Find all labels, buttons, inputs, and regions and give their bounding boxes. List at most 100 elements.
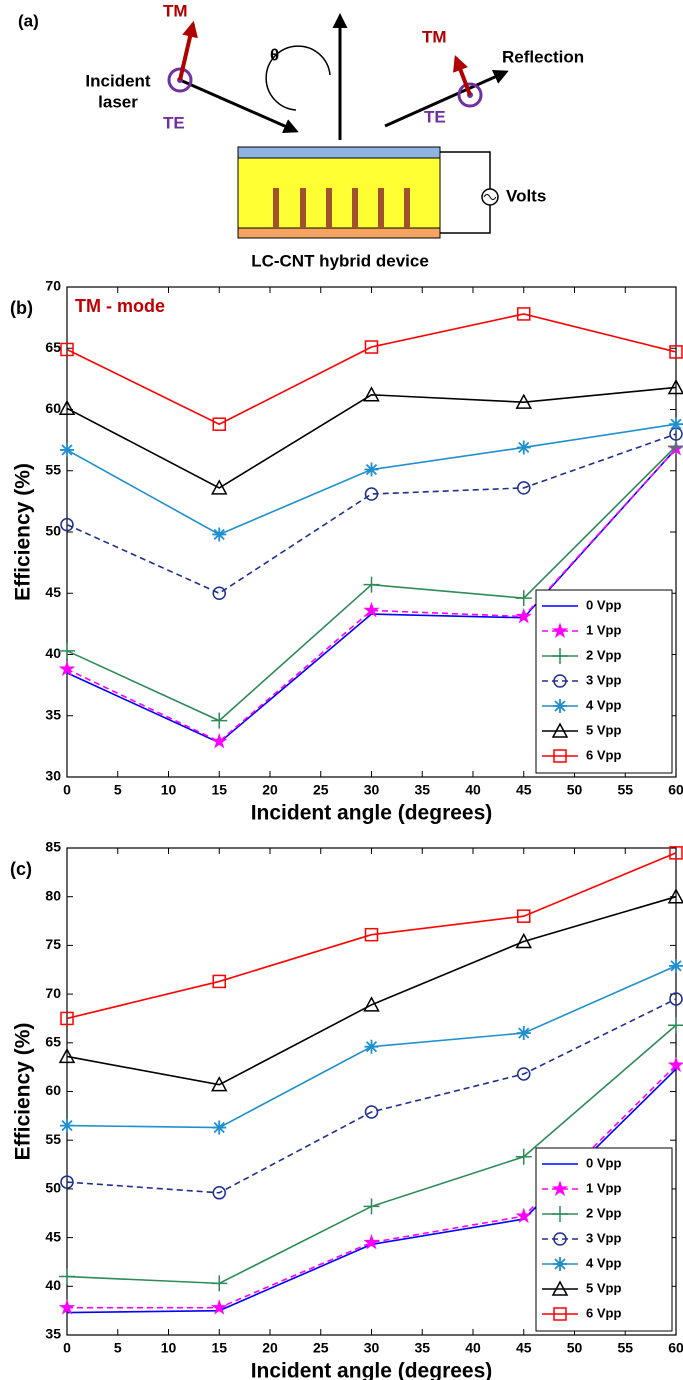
incident-label: Incident [85, 71, 151, 90]
te-label: TE [424, 107, 446, 126]
device-label: LC-CNT hybrid device [251, 251, 429, 270]
ac-symbol [483, 194, 497, 200]
legend-marker [552, 648, 568, 664]
te-circle [457, 82, 483, 108]
marker [212, 1186, 226, 1200]
legend-label: 3 Vpp [586, 672, 621, 687]
legend-label: 4 Vpp [586, 1255, 621, 1270]
electrode [237, 146, 441, 159]
marker [517, 307, 531, 321]
y-tick-label: 80 [45, 887, 61, 903]
x-axis-label: Incident angle (degrees) [251, 1360, 493, 1380]
legend-label: 1 Vpp [586, 1180, 621, 1195]
marker [60, 1011, 74, 1026]
marker [58, 399, 76, 416]
marker [364, 340, 379, 354]
marker [363, 386, 380, 402]
y-tick-label: 50 [45, 1180, 61, 1196]
marker [669, 958, 683, 973]
marker [364, 1039, 379, 1054]
marker [212, 586, 226, 600]
legend-marker [553, 749, 567, 763]
marker [515, 393, 533, 409]
marker [60, 342, 74, 357]
x-tick-label: 40 [465, 782, 481, 798]
marker [364, 462, 379, 477]
x-tick-label: 60 [668, 782, 683, 798]
x-tick-label: 45 [516, 1340, 532, 1356]
y-tick-label: 35 [45, 706, 61, 722]
series-line [66, 433, 677, 595]
marker [60, 517, 74, 532]
marker [515, 932, 533, 949]
marker [211, 1299, 228, 1315]
panel-label: (a) [18, 11, 39, 30]
wire [440, 151, 491, 234]
marker [364, 487, 379, 501]
legend-label: 5 Vpp [586, 1280, 621, 1295]
legend-label: 6 Vpp [586, 1305, 621, 1320]
x-tick-label: 5 [114, 1340, 122, 1356]
diagram: (a) Volts LC-CNT hybrid device θ TM Inci… [18, 1, 584, 270]
x-tick-label: 30 [364, 782, 380, 798]
y-tick-label: 75 [45, 936, 61, 952]
x-tick-label: 55 [617, 782, 633, 798]
annotation: TM - mode [75, 296, 165, 316]
legend-marker [553, 1232, 567, 1246]
plot-frame [66, 847, 677, 1336]
x-tick-label: 10 [161, 782, 177, 798]
marker [212, 527, 227, 542]
marker [515, 607, 532, 624]
y-tick-label: 45 [45, 584, 61, 600]
y-tick-label: 65 [45, 1034, 61, 1050]
marker [515, 1207, 532, 1224]
x-tick-label: 35 [414, 1340, 430, 1356]
x-tick-label: 0 [63, 782, 71, 798]
marker [60, 1118, 74, 1133]
marker [669, 417, 683, 432]
legend-label: 0 Vpp [586, 1155, 621, 1170]
y-tick-label: 45 [45, 1228, 61, 1244]
series-line [66, 852, 677, 1020]
y-tick-label: 55 [45, 1131, 61, 1147]
y-tick-label: 55 [45, 461, 61, 477]
x-tick-label: 40 [465, 1340, 481, 1356]
marker [58, 1299, 76, 1315]
legend-label: 5 Vpp [586, 722, 621, 737]
marker [669, 846, 683, 860]
x-tick-label: 30 [364, 1340, 380, 1356]
legend [535, 1147, 673, 1332]
x-tick-label: 50 [567, 1340, 583, 1356]
x-tick-label: 25 [313, 1340, 329, 1356]
panel-label: (b) [10, 298, 33, 318]
legend-marker [551, 1180, 569, 1196]
marker [669, 345, 683, 359]
legend-marker [553, 1257, 567, 1271]
marker [515, 1148, 532, 1165]
marker [364, 1105, 379, 1119]
y-tick-label: 60 [45, 400, 61, 416]
legend-label: 1 Vpp [586, 622, 621, 637]
reflected-arrow [384, 70, 509, 128]
marker [667, 888, 683, 904]
series-line [66, 895, 677, 1086]
x-tick-label: 35 [414, 782, 430, 798]
marker [211, 732, 228, 749]
legend-marker [553, 699, 567, 713]
panel-label: (c) [10, 859, 32, 879]
legend-marker [551, 622, 569, 638]
y-tick-label: 40 [45, 645, 61, 661]
cnt-rods [273, 188, 410, 228]
reflection-label: Reflection [502, 47, 584, 66]
y-tick-label: 60 [45, 1082, 61, 1098]
legend-marker [553, 674, 567, 688]
marker [517, 1067, 531, 1081]
legend-marker [552, 1206, 568, 1222]
x-tick-label: 20 [262, 782, 278, 798]
marker [211, 1275, 228, 1292]
theta: θ [270, 45, 279, 64]
x-tick-label: 45 [516, 782, 532, 798]
x-tick-label: 55 [617, 1340, 633, 1356]
angle-arc [265, 45, 331, 111]
